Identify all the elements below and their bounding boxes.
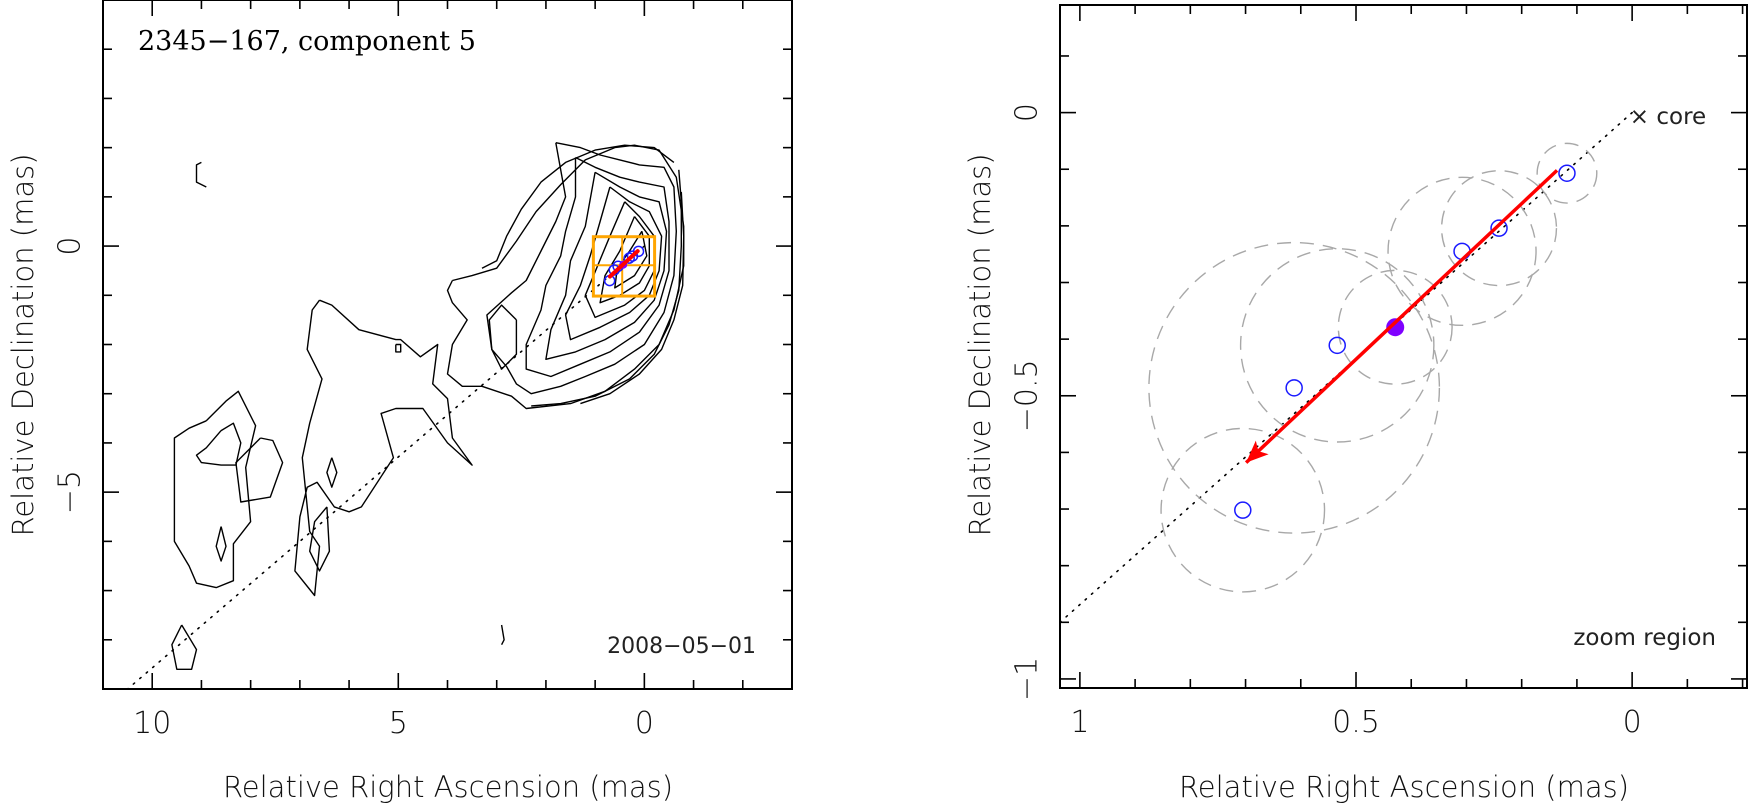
x-tick-label: 0 (1623, 705, 1642, 740)
error-circle (1148, 241, 1441, 534)
contour-line (564, 186, 663, 341)
component-marker (1285, 379, 1303, 397)
right-plot-frame (1059, 4, 1748, 689)
contour-line (395, 343, 402, 353)
contour-line (614, 230, 648, 289)
zoom-box-outline (591, 235, 657, 298)
error-circle (1160, 427, 1326, 593)
right-x-axis-label: Relative Right Ascension (mas) (1179, 770, 1629, 804)
x-tick-label: 10 (133, 706, 171, 741)
right-y-axis-label: Relative Declination (mas) (963, 153, 997, 536)
contour-line (488, 304, 518, 370)
contour-line (215, 526, 227, 562)
x-tick-label: 0.5 (1332, 705, 1380, 740)
y-tick-label: −5 (53, 470, 88, 514)
y-tick-label: −1 (1010, 657, 1045, 701)
error-circle (1440, 170, 1558, 287)
contour-line (500, 624, 505, 646)
right-panel-zoom-region: 1 0.5 0 0 −0.5 −1 × core zoom region Relative… (963, 4, 1748, 804)
velocity-arrow (607, 249, 640, 279)
contour-line (584, 201, 655, 319)
right-axis-ticks: 1 0.5 0 0 −0.5 −1 (1010, 5, 1747, 740)
contour-line (294, 299, 473, 597)
velocity-arrow (1244, 169, 1559, 464)
component-marker (1234, 501, 1252, 519)
jet-ridge-line (126, 245, 646, 689)
contour-line (580, 191, 685, 405)
contour-group (171, 142, 685, 670)
left-y-axis-label: Relative Declination (mas) (6, 153, 40, 536)
component-marker (1453, 242, 1471, 261)
highlighted-component (1386, 318, 1405, 337)
contour-line (195, 161, 207, 188)
error-circle (1337, 269, 1453, 385)
error-circle (1387, 176, 1537, 327)
component-markers (1234, 164, 1576, 519)
contour-line (531, 169, 682, 407)
y-tick-label: 0 (53, 237, 88, 256)
contour-line (171, 624, 198, 670)
contour-line (173, 390, 257, 589)
left-panel-contour-map: 10 5 0 0 −5 2345−167, component 5 2008−05−01… (6, 0, 793, 804)
contour-line (326, 457, 338, 488)
contour-line (235, 437, 284, 503)
arrow-head (1246, 440, 1269, 463)
y-tick-label: −0.5 (1010, 359, 1045, 432)
core-label: × core (1630, 104, 1706, 130)
component-marker (623, 252, 635, 264)
contour-line (195, 422, 242, 466)
contour-line (309, 506, 331, 572)
y-tick-label: 0 (1010, 103, 1045, 122)
epoch-date-label: 2008−05−01 (607, 634, 756, 659)
x-tick-label: 0 (635, 706, 654, 741)
left-x-axis-label: Relative Right Ascension (mas) (223, 770, 673, 804)
component-marker (1558, 164, 1576, 182)
error-circle (1536, 142, 1598, 204)
x-tick-label: 5 (389, 706, 408, 741)
x-tick-label: 1 (1070, 705, 1089, 740)
error-circle (1239, 248, 1435, 443)
contour-line (525, 156, 670, 378)
error-circles (1148, 142, 1598, 593)
component-marker (1490, 219, 1508, 237)
contour-line (446, 144, 685, 410)
component-marker (1328, 336, 1346, 355)
component-markers (603, 245, 645, 287)
arrow-shaft (1244, 169, 1559, 464)
contour-line (481, 144, 675, 269)
contour-line (486, 142, 677, 395)
left-axis-ticks: 10 5 0 0 −5 (53, 0, 793, 741)
contour-line (545, 171, 668, 360)
plot-title: 2345−167, component 5 (138, 26, 476, 57)
zoom-region-label: zoom region (1573, 625, 1716, 651)
